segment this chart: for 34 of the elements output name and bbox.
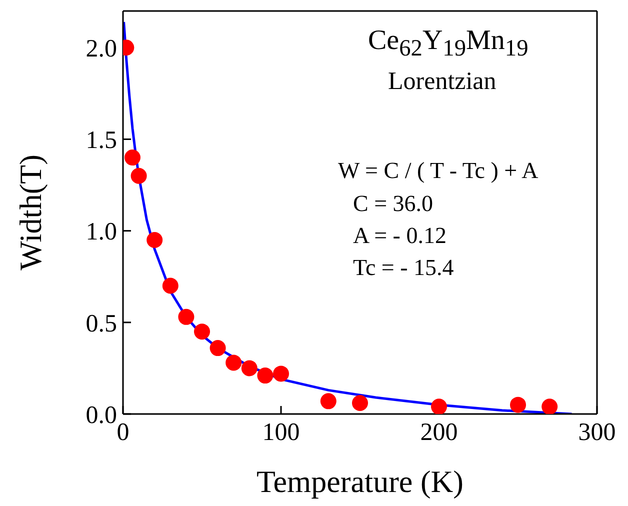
annotation: Tc = - 15.4	[353, 255, 454, 280]
annotation: A = - 0.12	[353, 223, 446, 248]
annotation: Ce$_{62}$Y$_{19}$Mn$_{19}$	[368, 25, 528, 62]
x-tick-label: 300	[578, 418, 616, 446]
point	[431, 398, 447, 414]
point	[130, 168, 147, 184]
x-tick-label: 200	[420, 418, 458, 446]
line-series	[123, 20, 573, 414]
point	[510, 396, 526, 413]
point	[352, 395, 368, 412]
point	[124, 150, 140, 166]
x-axis-title: Temperature (K)	[256, 464, 464, 499]
point	[273, 366, 289, 382]
point	[320, 393, 336, 410]
point	[241, 360, 258, 376]
annotation: W = C / ( T - Tc ) + A	[338, 158, 538, 184]
y-tick-label: 1.0	[86, 218, 117, 246]
y-tick-label: 1.5	[86, 127, 117, 154]
point	[146, 232, 163, 248]
annotation: Lorentzian	[388, 68, 496, 96]
point	[178, 308, 194, 325]
y-axis-title: Width(T)	[13, 154, 48, 270]
point	[542, 398, 558, 414]
point	[210, 340, 226, 356]
y-tick-label: 0.0	[86, 402, 117, 429]
point	[162, 278, 178, 294]
x-tick-label: 0	[116, 418, 130, 446]
point	[257, 368, 274, 384]
y-tick-label: 2.0	[86, 36, 117, 63]
x-tick-label: 100	[262, 418, 300, 446]
annotation: C = 36.0	[353, 191, 434, 216]
y-tick-label: 0.5	[86, 310, 117, 338]
point	[194, 324, 210, 340]
point	[226, 354, 242, 371]
